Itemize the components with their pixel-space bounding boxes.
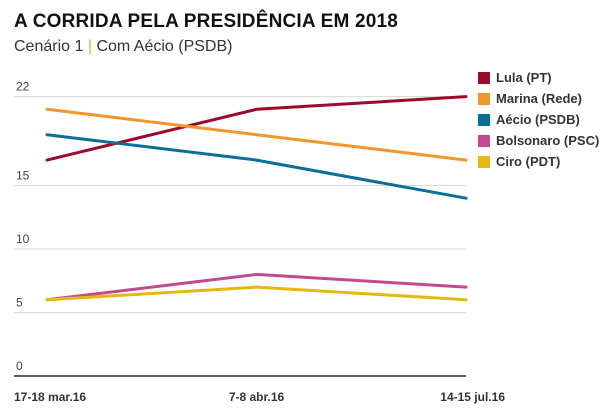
legend-swatch: [478, 92, 490, 105]
y-tick-label: 10: [16, 232, 30, 246]
legend-label: Marina (Rede): [496, 91, 582, 106]
y-tick-label: 15: [16, 169, 30, 183]
subtitle-candidate: Com Aécio (PSDB): [96, 38, 233, 55]
y-tick-labels: 0 5 10 15 22: [16, 80, 30, 373]
y-tick-label: 0: [16, 359, 23, 373]
x-tick-labels: 17-18 mar.16 7-8 abr.16 14-15 jul.16: [14, 390, 505, 404]
y-tick-label: 22: [16, 80, 30, 94]
legend-item: Lula (PT): [478, 67, 599, 88]
chart-title: A CORRIDA PELA PRESIDÊNCIA EM 2018: [14, 11, 399, 32]
y-tick-label: 5: [16, 296, 23, 310]
legend-item: Aécio (PSDB): [478, 109, 599, 130]
legend-item: Ciro (PDT): [478, 151, 599, 172]
legend-item: Bolsonaro (PSC): [478, 130, 599, 151]
x-tick-label: 17-18 mar.16: [14, 390, 86, 404]
x-tick-label: 7-8 abr.16: [229, 390, 285, 404]
legend: Lula (PT) Marina (Rede) Aécio (PSDB) Bolson…: [478, 67, 599, 172]
subtitle-separator: |: [87, 38, 92, 55]
legend-swatch: [478, 155, 490, 168]
subtitle-scenario: Cenário 1: [14, 38, 84, 55]
legend-swatch: [478, 113, 490, 126]
series-line-lula: [45, 95, 468, 162]
legend-swatch: [478, 134, 490, 147]
legend-label: Bolsonaro (PSC): [496, 133, 600, 148]
x-tick-label: 14-15 jul.16: [440, 390, 505, 404]
chart-subtitle: Cenário 1 | Com Aécio (PSDB): [14, 38, 232, 56]
legend-item: Marina (Rede): [478, 88, 599, 109]
legend-label: Ciro (PDT): [496, 154, 561, 169]
legend-swatch: [478, 71, 490, 84]
legend-label: Lula (PT): [496, 70, 552, 85]
legend-label: Aécio (PSDB): [496, 112, 580, 127]
series-lines: [45, 95, 468, 302]
